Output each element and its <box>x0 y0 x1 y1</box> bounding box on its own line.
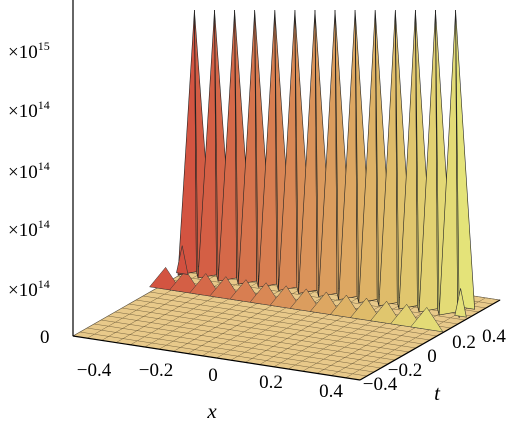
z-tick-label-5: ×1015 <box>8 39 50 63</box>
t-axis-title: t <box>434 381 441 405</box>
z-tick-label-3: ×1014 <box>8 159 50 183</box>
t-tick-labels: −0.4 −0.2 0 0.2 0.4 <box>363 326 507 395</box>
axes <box>72 0 501 381</box>
t-tick-label: 0.4 <box>482 326 506 347</box>
t-tick-label: 0 <box>427 346 437 367</box>
peak-right-face <box>354 9 360 303</box>
t-axis-line <box>359 299 501 381</box>
peak-right-face <box>415 9 420 313</box>
t-tick-label: −0.2 <box>388 360 422 381</box>
z-tick-label-2: ×1014 <box>8 217 50 241</box>
peak-right-face <box>314 9 319 297</box>
x-tick-label: −0.4 <box>77 360 112 381</box>
x-tick-label: −0.2 <box>139 360 173 381</box>
x-tick-labels: −0.4 −0.2 0 0.2 0.4 <box>77 360 344 402</box>
peak-left-face <box>177 9 197 276</box>
surface-peak <box>349 9 415 323</box>
peak-right-face <box>294 9 299 294</box>
peak-right-face <box>234 9 239 285</box>
surface-peak <box>410 9 475 333</box>
peak-right-face <box>395 9 400 309</box>
x-tick-label: 0 <box>208 365 218 386</box>
peak-right-face <box>194 9 199 279</box>
x-axis-title: x <box>206 399 217 423</box>
x-tick-label: 0.4 <box>319 381 343 402</box>
ridge-tent <box>410 306 444 333</box>
floor-mesh-line <box>149 291 438 337</box>
surface-peak <box>390 9 455 330</box>
z-tick-label-1: ×1014 <box>8 277 50 301</box>
peak-right-face <box>374 9 380 306</box>
z-tick-label-4: ×1014 <box>8 98 50 122</box>
peak-right-face <box>274 9 279 291</box>
t-tick-label: −0.4 <box>363 374 398 395</box>
peak-right-face <box>435 9 440 316</box>
surface-peaks <box>149 9 475 333</box>
z-tick-labels: ×1015 ×1014 ×1014 ×1014 ×1014 0 <box>8 39 50 348</box>
t-tick-label: 0.2 <box>452 332 476 353</box>
x-tick-label: 0.2 <box>259 372 283 393</box>
peak-right-face <box>254 9 259 288</box>
peak-right-face <box>334 9 339 300</box>
small-edge-peak <box>454 288 467 318</box>
x-axis-line <box>72 335 361 381</box>
small-edge-peak <box>176 245 189 275</box>
peak-right-face <box>214 9 219 282</box>
z-tick-label-0: 0 <box>40 327 50 348</box>
